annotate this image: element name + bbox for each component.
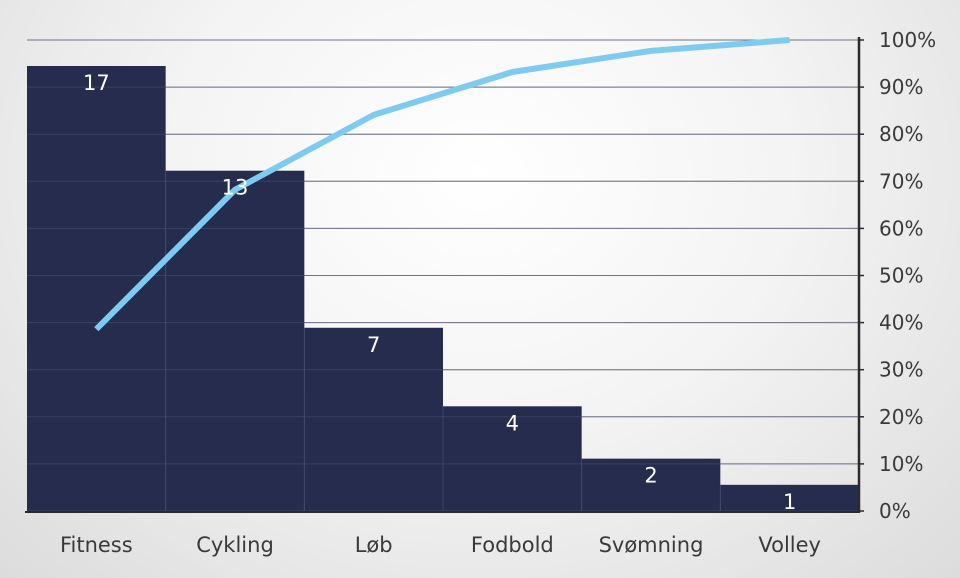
- category-label: Løb: [355, 533, 393, 557]
- right-axis-tick-label: 60%: [879, 216, 923, 240]
- right-axis-tick-label: 40%: [879, 311, 923, 335]
- bar-value-label: 2: [644, 464, 657, 488]
- category-label: Volley: [758, 533, 821, 557]
- category-label: Fodbold: [471, 533, 554, 557]
- right-axis-tick-label: 20%: [879, 405, 923, 429]
- bar-value-label: 7: [367, 333, 380, 357]
- cumulative-line-group: [94, 37, 790, 332]
- right-axis-tick-label: 80%: [879, 122, 923, 146]
- right-axis-tick-label: 100%: [879, 28, 936, 52]
- bar-value-label: 13: [222, 176, 249, 200]
- bar-value-label: 1: [783, 490, 796, 514]
- right-axis-tick-label: 70%: [879, 169, 923, 193]
- cumulative-percent-line: [94, 37, 790, 332]
- bar-fodbold: [443, 406, 582, 511]
- bar-løb: [304, 327, 443, 511]
- category-label: Fitness: [60, 533, 133, 557]
- bar-fitness: [27, 66, 166, 511]
- right-axis-tick-label: 10%: [879, 452, 923, 476]
- category-label: Svømning: [599, 533, 704, 557]
- bar-svømning: [581, 458, 721, 511]
- category-label: Cykling: [196, 533, 274, 557]
- bar-volley: [720, 484, 859, 511]
- right-axis-tick-label: 0%: [879, 499, 911, 523]
- bars: [27, 39, 859, 512]
- axes: [25, 37, 864, 513]
- right-axis-tick-label: 90%: [879, 75, 923, 99]
- bar-value-label: 4: [506, 411, 519, 435]
- bar-value-label: 17: [83, 71, 110, 95]
- right-axis-tick-label: 30%: [879, 358, 923, 382]
- bar-cykling: [165, 170, 305, 512]
- right-axis-tick-label: 50%: [879, 264, 923, 288]
